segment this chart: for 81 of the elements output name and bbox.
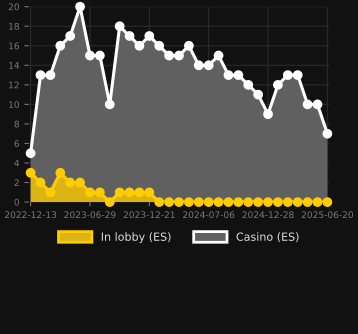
- point: [233, 70, 244, 80]
- point: [65, 31, 76, 41]
- y-tick-label: 0: [14, 198, 20, 206]
- y-tick-label: 10: [9, 101, 20, 108]
- point: [154, 197, 164, 207]
- legend-label: In lobby (ES): [102, 232, 170, 244]
- point: [184, 197, 194, 207]
- point: [263, 197, 273, 207]
- point: [214, 197, 224, 207]
- point: [46, 187, 56, 198]
- point: [114, 187, 125, 198]
- point: [26, 148, 36, 158]
- point: [164, 197, 174, 207]
- x-tick-label: 2024-07-06: [183, 211, 234, 218]
- point: [282, 70, 293, 80]
- x-tick-label: 2024-12-28: [242, 211, 294, 218]
- y-tick-label: 20: [8, 3, 20, 10]
- point: [243, 197, 254, 207]
- point: [36, 70, 46, 80]
- point: [174, 50, 184, 60]
- point: [253, 197, 263, 207]
- point: [134, 187, 144, 198]
- point: [75, 2, 85, 12]
- point: [224, 197, 234, 207]
- point: [144, 187, 154, 198]
- point: [134, 40, 144, 51]
- y-tick-label: 14: [9, 62, 20, 69]
- point: [273, 80, 283, 90]
- point: [322, 128, 332, 139]
- point: [322, 197, 332, 207]
- point: [243, 80, 254, 90]
- point: [214, 50, 224, 60]
- y-tick-label: 2: [14, 179, 19, 186]
- point: [46, 70, 56, 80]
- y-tick-label: 4: [14, 160, 20, 166]
- y-tick-label: 8: [14, 120, 19, 128]
- point: [194, 60, 204, 70]
- point: [302, 100, 312, 110]
- point: [312, 197, 322, 207]
- point: [104, 100, 115, 110]
- legend-label: Casino (ES): [236, 232, 299, 242]
- point: [104, 197, 115, 207]
- x-tick-label: 2023-12-21: [124, 211, 175, 218]
- y-tick-label: 6: [14, 140, 20, 148]
- point: [253, 90, 263, 100]
- point: [124, 187, 134, 198]
- point: [204, 197, 214, 207]
- point: [164, 50, 174, 60]
- point: [36, 178, 46, 188]
- y-tick-label: 18: [9, 22, 19, 30]
- point: [95, 187, 105, 198]
- x-tick-label: 2023-06-29: [64, 211, 116, 218]
- point: [85, 187, 95, 198]
- point: [55, 168, 66, 178]
- point: [85, 50, 95, 60]
- point: [263, 109, 273, 120]
- point: [26, 168, 36, 178]
- point: [302, 197, 312, 207]
- point: [55, 40, 66, 51]
- y-tick-label: 12: [9, 82, 19, 88]
- point: [273, 197, 283, 207]
- x-tick-label: 2025-06-20: [302, 211, 354, 218]
- point: [174, 197, 184, 207]
- point: [154, 40, 164, 51]
- point: [65, 178, 76, 188]
- point: [124, 31, 134, 41]
- point: [75, 178, 85, 188]
- point: [184, 40, 194, 51]
- point: [312, 100, 322, 110]
- point: [224, 70, 234, 80]
- point: [194, 197, 204, 207]
- point: [204, 60, 214, 70]
- point: [114, 21, 125, 32]
- y-tick-label: 16: [9, 42, 20, 50]
- point: [233, 197, 244, 207]
- point: [292, 70, 303, 80]
- point: [144, 31, 154, 41]
- point: [282, 197, 293, 207]
- point: [292, 197, 303, 207]
- x-tick-label: 2022-12-13: [5, 211, 56, 218]
- point: [95, 50, 105, 60]
